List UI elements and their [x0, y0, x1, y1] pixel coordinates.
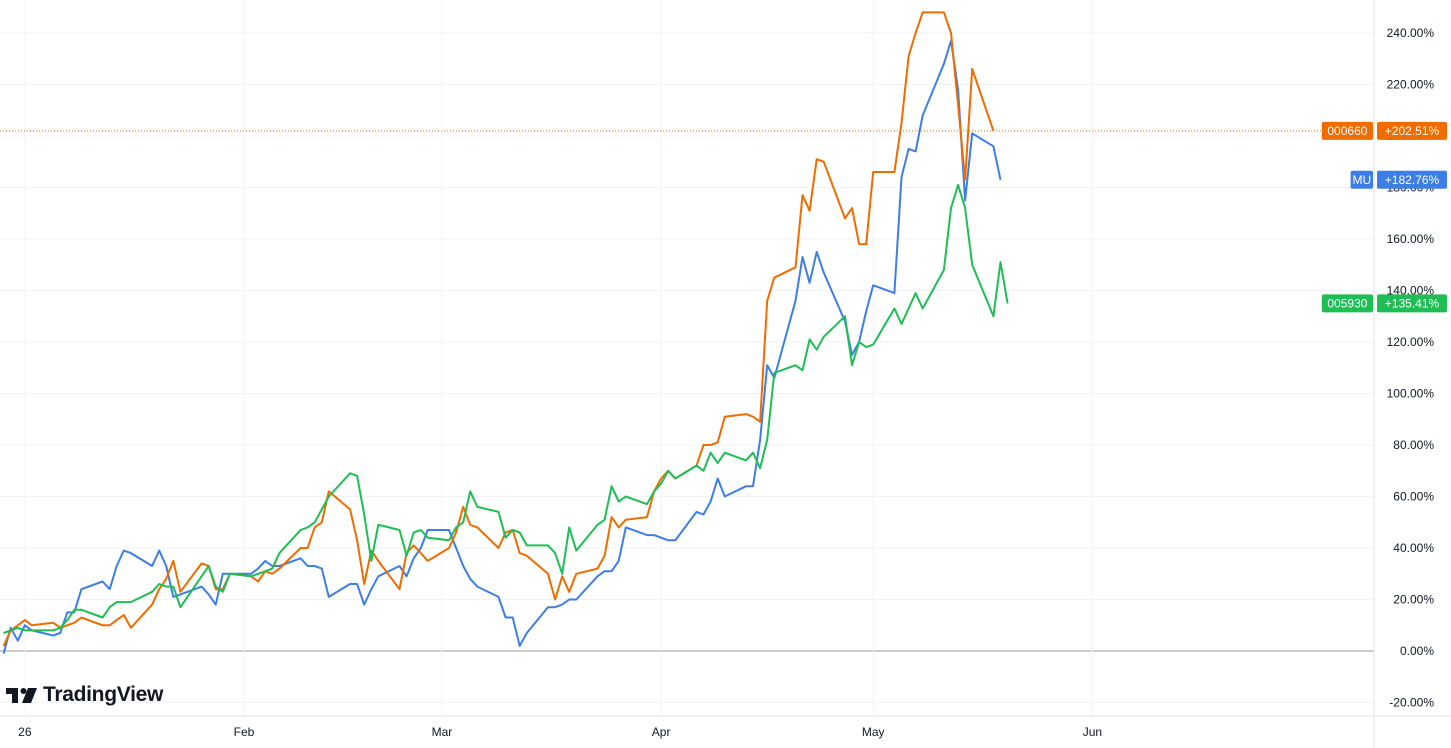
last-value-badges: MU +182.76% 000660 +202.51% 005930 +135.41%	[1321, 121, 1447, 313]
y-tick-label: 160.00%	[1387, 232, 1435, 246]
time-axis[interactable]: 26 Feb Mar Apr May Jun	[0, 715, 1451, 739]
tradingview-logo[interactable]: TradingView	[6, 683, 163, 707]
x-tick-label: Apr	[652, 725, 671, 739]
y-tick-label: 40.00%	[1393, 541, 1434, 555]
y-tick-label: 20.00%	[1393, 593, 1434, 607]
badge-value-box	[1377, 121, 1447, 140]
x-tick-label: 26	[18, 725, 32, 739]
y-tick-label: 80.00%	[1393, 438, 1434, 452]
y-tick-label: 120.00%	[1387, 335, 1435, 349]
grid	[0, 0, 1374, 716]
tradingview-logo-text: TradingView	[43, 683, 164, 706]
x-tick-label: Mar	[432, 725, 453, 739]
badge-name-text: MU	[1352, 173, 1371, 187]
y-tick-label: 240.00%	[1387, 26, 1435, 40]
badge-name-text: 000660	[1327, 124, 1367, 138]
badge-name-box	[1321, 294, 1373, 313]
series-line-mu[interactable]	[2, 39, 1002, 654]
x-tick-label: May	[862, 725, 885, 739]
y-tick-label: -20.00%	[1389, 696, 1434, 710]
series-line-000660[interactable]	[2, 11, 995, 647]
series-lines	[0, 11, 1374, 654]
badge-name-box	[1321, 121, 1373, 140]
badge-value-box	[1377, 294, 1447, 313]
y-tick-label: 60.00%	[1393, 490, 1434, 504]
x-tick-label: Feb	[234, 725, 255, 739]
x-tick-label: Jun	[1083, 725, 1102, 739]
series-line-005930[interactable]	[3, 183, 1009, 634]
badge-mu: MU +182.76%	[1350, 170, 1447, 189]
badge-000660: 000660 +202.51%	[1321, 121, 1447, 140]
badge-value-text: +202.51%	[1385, 124, 1440, 138]
y-tick-label: 100.00%	[1387, 387, 1435, 401]
y-tick-label: 140.00%	[1387, 284, 1435, 298]
badge-005930: 005930 +135.41%	[1321, 294, 1447, 313]
price-axis[interactable]: 240.00%220.00%200.00%180.00%160.00%140.0…	[1373, 0, 1435, 748]
badge-value-box	[1377, 170, 1447, 189]
badge-name-box	[1350, 170, 1373, 189]
badge-name-text: 005930	[1327, 296, 1367, 310]
tradingview-logo-icon	[6, 687, 37, 703]
y-tick-label: 220.00%	[1387, 78, 1435, 92]
badge-value-text: +135.41%	[1385, 296, 1440, 310]
y-tick-label: 0.00%	[1400, 644, 1434, 658]
badge-value-text: +182.76%	[1385, 173, 1440, 187]
